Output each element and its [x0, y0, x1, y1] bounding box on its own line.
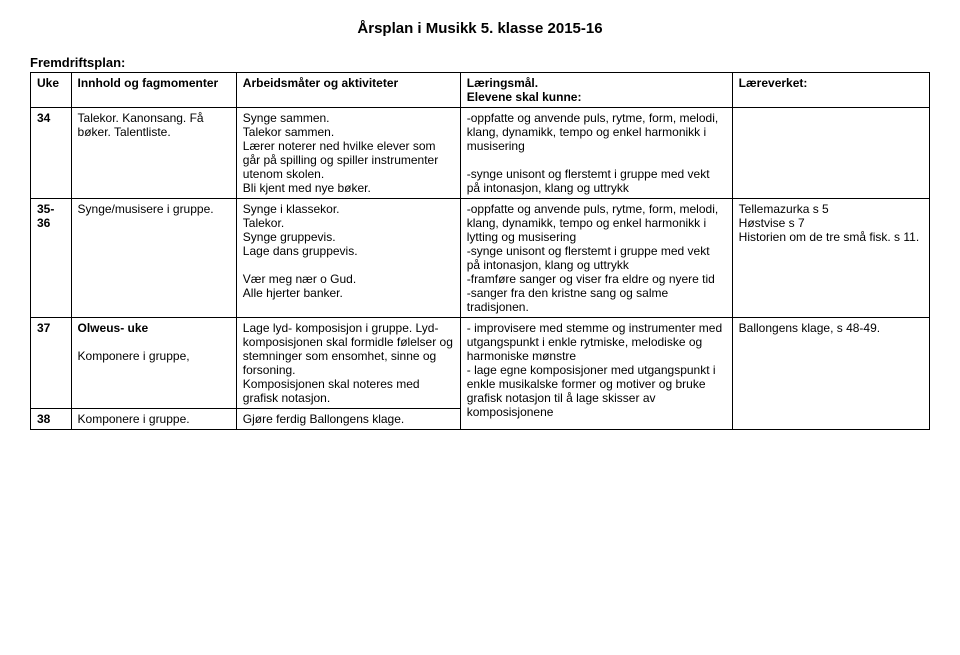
- cell-laeringsmal: -oppfatte og anvende puls, rytme, form, …: [460, 108, 732, 199]
- cell-innhold: Talekor. Kanonsang. Få bøker. Talentlist…: [71, 108, 236, 199]
- table-header-row: Uke Innhold og fagmomenter Arbeidsmåter …: [31, 73, 930, 108]
- cell-laereverket: Tellemazurka s 5Høstvise s 7Historien om…: [732, 199, 929, 318]
- cell-uke: 37: [31, 318, 72, 409]
- table-row: 37 Olweus- ukeKomponere i gruppe, Lage l…: [31, 318, 930, 409]
- cell-innhold: Komponere i gruppe.: [71, 409, 236, 430]
- cell-innhold: Olweus- ukeKomponere i gruppe,: [71, 318, 236, 409]
- page-title: Årsplan i Musikk 5. klasse 2015-16: [30, 20, 930, 37]
- cell-laeringsmal: -oppfatte og anvende puls, rytme, form, …: [460, 199, 732, 318]
- cell-arbeidsmater: Lage lyd- komposisjon i gruppe. Lyd- kom…: [236, 318, 460, 409]
- cell-uke: 38: [31, 409, 72, 430]
- col-arbeidsmater: Arbeidsmåter og aktiviteter: [236, 73, 460, 108]
- cell-arbeidsmater: Gjøre ferdig Ballongens klage.: [236, 409, 460, 430]
- col-innhold: Innhold og fagmomenter: [71, 73, 236, 108]
- arsplan-table: Uke Innhold og fagmomenter Arbeidsmåter …: [30, 72, 930, 430]
- cell-uke: 34: [31, 108, 72, 199]
- cell-innhold: Synge/musisere i gruppe.: [71, 199, 236, 318]
- cell-laereverket: [732, 108, 929, 199]
- col-laereverket: Læreverket:: [732, 73, 929, 108]
- col-laeringsmal-line2: Elevene skal kunne:: [467, 90, 582, 104]
- col-laeringsmal-line1: Læringsmål.: [467, 76, 538, 90]
- table-row: 34 Talekor. Kanonsang. Få bøker. Talentl…: [31, 108, 930, 199]
- col-uke: Uke: [31, 73, 72, 108]
- cell-uke: 35-36: [31, 199, 72, 318]
- cell-innhold-rest: Komponere i gruppe,: [78, 349, 190, 363]
- table-row: 35-36 Synge/musisere i gruppe. Synge i k…: [31, 199, 930, 318]
- cell-arbeidsmater: Synge sammen.Talekor sammen.Lærer notere…: [236, 108, 460, 199]
- cell-arbeidsmater: Synge i klassekor.Talekor.Synge gruppevi…: [236, 199, 460, 318]
- cell-laeringsmal: - improvisere med stemme og instrumenter…: [460, 318, 732, 430]
- fremdriftsplan-label: Fremdriftsplan:: [30, 55, 930, 70]
- col-laeringsmal: Læringsmål. Elevene skal kunne:: [460, 73, 732, 108]
- cell-laereverket: Ballongens klage, s 48-49.: [732, 318, 929, 430]
